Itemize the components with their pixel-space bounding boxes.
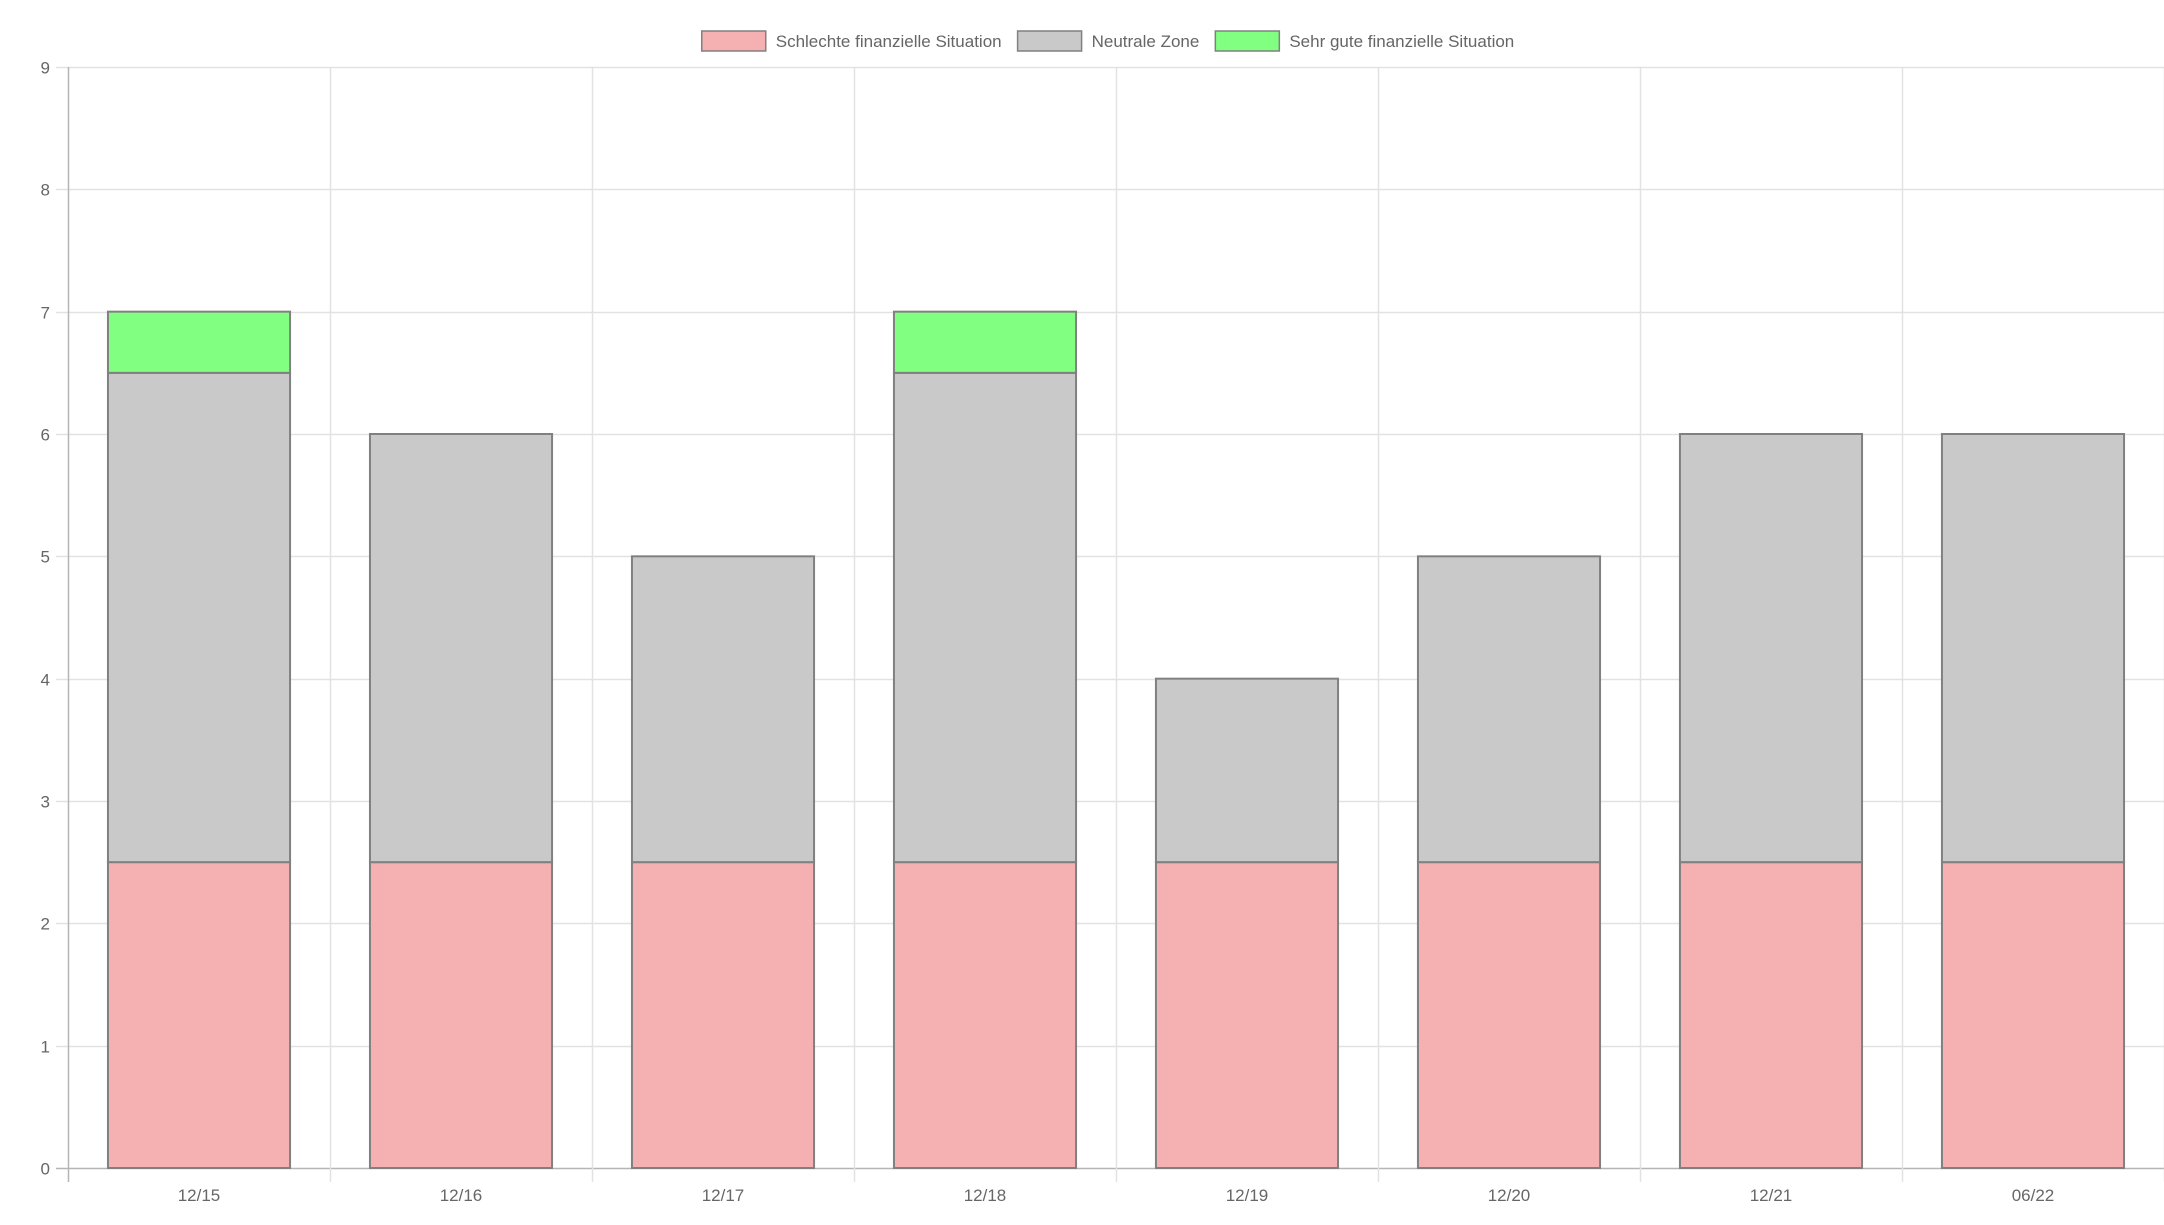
legend-swatch	[1016, 30, 1083, 52]
bar-segment	[106, 310, 292, 374]
bar-segment	[1940, 861, 2126, 1169]
y-tick-label: 7	[41, 304, 50, 323]
legend-label: Sehr gute finanzielle Situation	[1289, 32, 1514, 51]
x-tick-label: 12/15	[178, 1186, 221, 1205]
y-tick-label: 1	[41, 1038, 50, 1057]
legend: Schlechte finanzielle Situation Neutrale …	[700, 30, 1514, 52]
x-tick-label: 12/19	[1226, 1186, 1269, 1205]
x-tick-label: 12/16	[440, 1186, 483, 1205]
x-tick-label: 12/21	[1750, 1186, 1793, 1205]
bar-segment	[1678, 861, 1864, 1169]
x-tick-label: 12/17	[702, 1186, 745, 1205]
legend-label: Schlechte finanzielle Situation	[776, 32, 1002, 51]
bars	[106, 310, 2126, 1169]
y-tick-label: 4	[41, 671, 50, 690]
bar-segment	[106, 861, 292, 1169]
x-tick-label: 12/20	[1488, 1186, 1531, 1205]
bar-segment	[1416, 555, 1602, 864]
y-tick-label: 9	[41, 59, 50, 78]
legend-item[interactable]: Sehr gute finanzielle Situation	[1214, 30, 1514, 52]
y-tick-label: 5	[41, 548, 50, 567]
y-tick-label: 0	[41, 1160, 50, 1179]
bar-segment	[368, 433, 554, 864]
legend-swatch	[1214, 30, 1281, 52]
legend-item[interactable]: Neutrale Zone	[1016, 30, 1200, 52]
axes: 0 1 2 3 4 5 6 7 8 9 12/15 12/16 12/17 12/18 12/19 12/20…	[41, 59, 2055, 1206]
y-tick-label: 3	[41, 793, 50, 812]
y-tick-label: 2	[41, 915, 50, 934]
bar-segment	[892, 861, 1078, 1169]
legend-swatch	[700, 30, 767, 52]
legend-item[interactable]: Schlechte finanzielle Situation	[700, 30, 1002, 52]
bar-segment	[892, 371, 1078, 864]
bar-segment	[892, 310, 1078, 374]
x-tick-label: 12/18	[964, 1186, 1007, 1205]
legend-label: Neutrale Zone	[1092, 32, 1200, 51]
bar-segment	[1154, 861, 1340, 1169]
bar-segment	[1416, 861, 1602, 1169]
bar-segment	[1940, 433, 2126, 864]
x-tick-label: 06/22	[2012, 1186, 2055, 1205]
bar-segment	[630, 861, 816, 1169]
bar-segment	[630, 555, 816, 864]
bar-segment	[1154, 677, 1340, 864]
bar-segment	[1678, 433, 1864, 864]
bar-segment	[106, 371, 292, 864]
y-tick-label: 6	[41, 426, 50, 445]
y-tick-label: 8	[41, 181, 50, 200]
bar-segment	[368, 861, 554, 1169]
